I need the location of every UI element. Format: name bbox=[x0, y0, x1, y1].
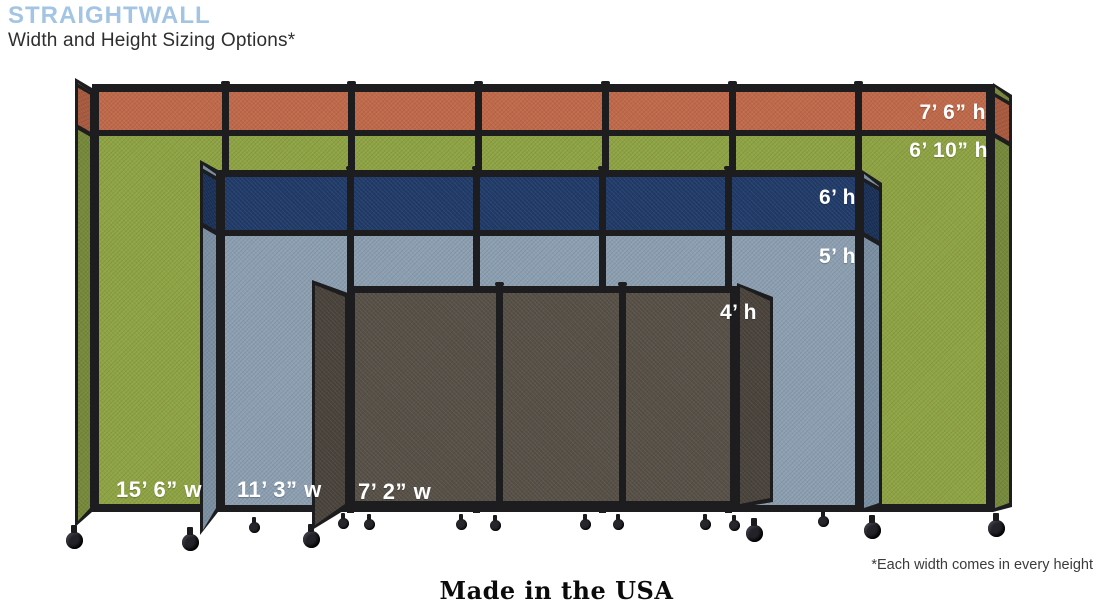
return-fabric bbox=[200, 160, 218, 535]
divider-front bbox=[348, 282, 737, 509]
return-panel-left bbox=[200, 160, 218, 535]
caster-wheel bbox=[338, 513, 349, 529]
caster-wheel bbox=[818, 511, 829, 527]
return-panel-right bbox=[737, 283, 773, 508]
return-fabric bbox=[737, 283, 773, 508]
page-subtitle: Width and Height Sizing Options* bbox=[8, 30, 296, 51]
caster-wheel bbox=[746, 518, 763, 542]
caster-wheel bbox=[864, 515, 881, 539]
footnote-text: *Each width comes in every height bbox=[871, 557, 1093, 573]
caster-wheel bbox=[700, 514, 711, 530]
frame-post bbox=[495, 282, 505, 509]
return-panel-right bbox=[993, 83, 1012, 512]
header: STRAIGHTWALL Width and Height Sizing Opt… bbox=[8, 2, 295, 52]
caster-wheel bbox=[456, 514, 467, 530]
return-fabric bbox=[312, 280, 348, 530]
caster-wheel bbox=[613, 514, 624, 530]
return-panel-left bbox=[75, 78, 92, 527]
accent-strip bbox=[225, 177, 855, 236]
caster-wheel bbox=[580, 514, 591, 530]
caster-wheel bbox=[729, 515, 740, 531]
caster-wheel bbox=[364, 514, 375, 530]
caster-wheel bbox=[249, 517, 260, 533]
caster-wheel bbox=[66, 525, 83, 549]
return-fabric bbox=[75, 78, 92, 527]
brand-title: STRAIGHTWALL bbox=[8, 2, 211, 29]
return-fabric bbox=[862, 170, 882, 512]
return-panel-left bbox=[312, 280, 348, 530]
return-fabric bbox=[993, 83, 1012, 512]
caster-wheel bbox=[303, 524, 320, 548]
accent-strip bbox=[99, 92, 986, 136]
made-in-usa-text: Made in the USA bbox=[439, 576, 674, 605]
caster-wheel bbox=[490, 515, 501, 531]
frame-post bbox=[618, 282, 628, 509]
caster-wheel bbox=[988, 513, 1005, 537]
caster-wheel bbox=[182, 527, 199, 551]
return-panel-right bbox=[862, 170, 882, 512]
